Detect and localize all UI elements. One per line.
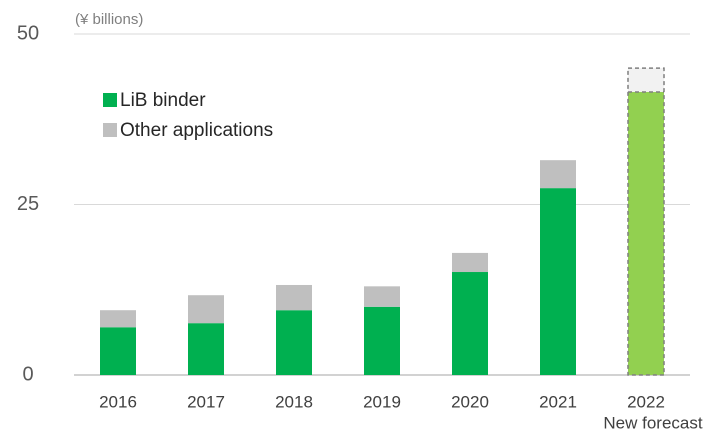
bar-segment — [276, 310, 312, 375]
legend-label: LiB binder — [120, 90, 206, 111]
x-tick-label: 2022 — [627, 392, 665, 411]
legend-swatch — [103, 93, 117, 107]
x-tick-label: 2019 — [363, 392, 401, 411]
bar-segment — [100, 327, 136, 375]
bar-segment — [188, 295, 224, 324]
bar-segment — [628, 68, 664, 92]
x-tick-label: 2017 — [187, 392, 225, 411]
bar-segment — [100, 310, 136, 328]
bar-segment — [452, 272, 488, 375]
y-tick-label: 0 — [22, 363, 33, 385]
bar-segment — [540, 160, 576, 189]
y-tick-label: 50 — [17, 22, 39, 44]
bar-segment — [452, 252, 488, 273]
x-tick-label: 2018 — [275, 392, 313, 411]
x-tick-label: 2021 — [539, 392, 577, 411]
bar-segment — [364, 306, 400, 375]
legend-label: Other applications — [120, 120, 273, 141]
forecast-outline — [627, 67, 665, 376]
x-tick-label: 2020 — [451, 392, 489, 411]
legend-swatch — [103, 123, 117, 137]
bar-segment — [364, 286, 400, 307]
bar-segment — [276, 284, 312, 311]
x-tick-label: 2016 — [99, 392, 137, 411]
y-tick-label: 25 — [17, 193, 39, 215]
bar-segment — [188, 323, 224, 375]
annotation: New forecast — [603, 413, 702, 432]
bar-segment — [628, 91, 664, 375]
bar-segment — [540, 188, 576, 375]
unit-label: (¥ billions) — [75, 11, 143, 28]
